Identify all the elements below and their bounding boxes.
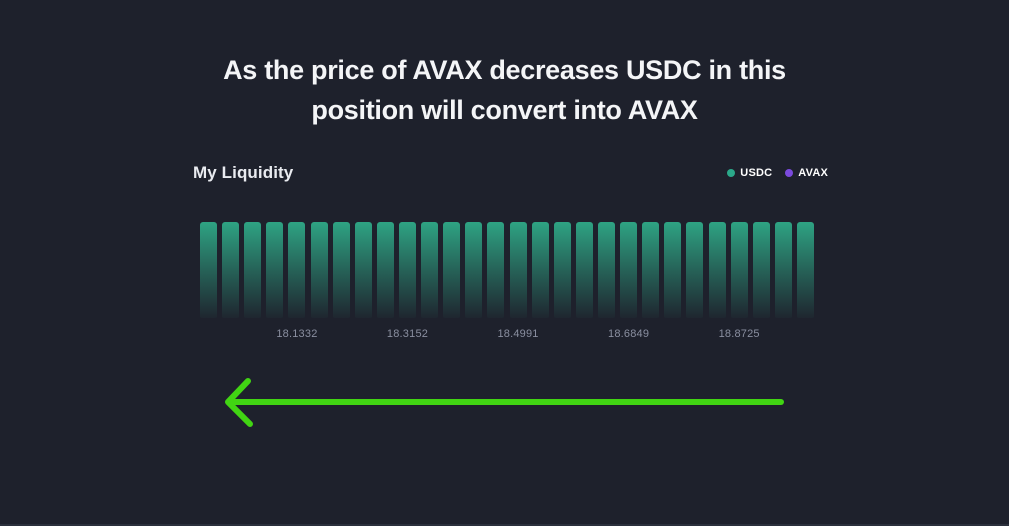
page-title-line-1: As the price of AVAX decreases USDC in t… (223, 55, 786, 85)
liquidity-bar (553, 222, 571, 318)
liquidity-bar (200, 222, 217, 318)
liquidity-bar (686, 222, 704, 318)
price-decrease-arrow (225, 378, 784, 427)
page-title: As the price of AVAX decreases USDC in t… (0, 50, 1009, 130)
x-tick-label: 18.8725 (718, 328, 760, 340)
x-tick-label: 18.3152 (386, 328, 429, 340)
chart-legend: USDC AVAX (727, 167, 828, 179)
liquidity-bar (310, 222, 328, 318)
liquidity-bar (354, 222, 372, 318)
legend-item-usdc: USDC (727, 167, 772, 179)
legend-label: AVAX (798, 167, 828, 179)
x-tick-label: 18.6849 (608, 328, 650, 340)
page-title-line-2: position will convert into AVAX (311, 95, 698, 125)
left-arrow-icon (225, 378, 784, 427)
chart-title: My Liquidity (193, 163, 294, 182)
usdc-dot-icon (727, 169, 736, 177)
liquidity-bar (222, 222, 240, 318)
liquidity-bar (642, 222, 660, 318)
legend-item-avax: AVAX (785, 167, 828, 179)
liquidity-bar (332, 222, 350, 318)
legend-label: USDC (740, 167, 773, 179)
liquidity-bar (443, 222, 461, 318)
liquidity-bar (708, 222, 726, 318)
x-tick-label: 18.4991 (497, 328, 539, 340)
x-axis-ticks: 18.1332 18.3152 18.4991 18.6849 18.8725 (200, 328, 814, 342)
liquidity-bar (597, 222, 615, 318)
liquidity-bar (664, 222, 682, 318)
liquidity-bar (398, 222, 416, 318)
liquidity-bar (421, 222, 439, 318)
liquidity-bars (200, 222, 814, 318)
liquidity-bar (796, 222, 814, 318)
liquidity-bar (509, 222, 527, 318)
liquidity-bar (288, 222, 306, 318)
liquidity-bar (266, 222, 284, 318)
window-bottom-edge (0, 524, 1009, 526)
liquidity-bar (465, 222, 483, 318)
liquidity-bar (730, 222, 748, 318)
avax-dot-icon (785, 169, 794, 177)
x-tick-label: 18.1332 (276, 328, 318, 340)
liquidity-bar (244, 222, 262, 318)
liquidity-bar (752, 222, 770, 318)
liquidity-bar (620, 222, 638, 318)
liquidity-bar (376, 222, 394, 318)
liquidity-bar (774, 222, 792, 318)
liquidity-bar (575, 222, 593, 318)
liquidity-bar (487, 222, 505, 318)
liquidity-bar (531, 222, 549, 318)
